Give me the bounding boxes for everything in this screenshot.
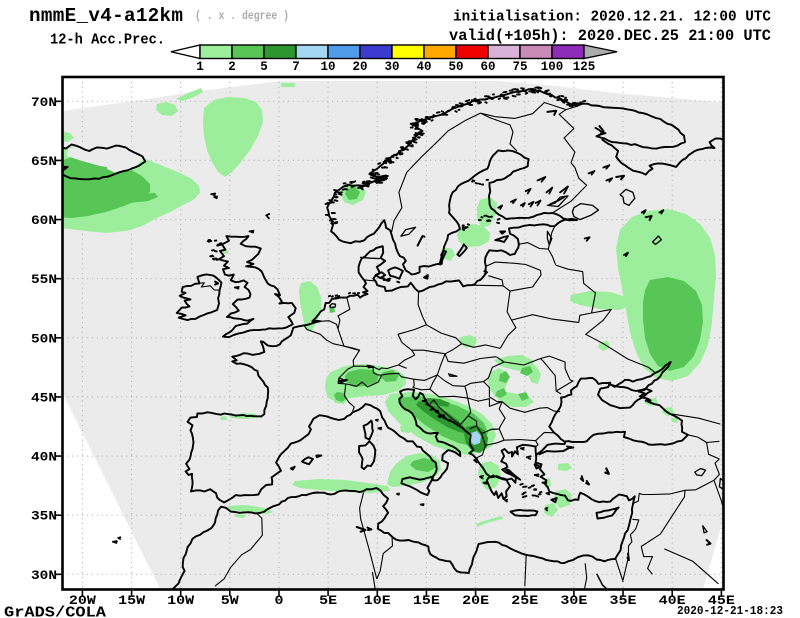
svg-text:10: 10 [320,60,335,74]
svg-text:10W: 10W [167,594,195,608]
svg-text:5E: 5E [319,594,337,608]
svg-text:30E: 30E [560,594,587,608]
svg-text:70N: 70N [31,95,57,110]
svg-text:40N: 40N [31,450,57,465]
svg-text:35N: 35N [31,509,57,524]
svg-text:60: 60 [480,60,495,74]
svg-text:125: 125 [573,60,596,74]
svg-text:7: 7 [292,60,300,74]
svg-text:12-h Acc.Prec.: 12-h Acc.Prec. [50,33,165,49]
svg-text:30N: 30N [31,568,57,583]
svg-text:( . x . degree ): ( . x . degree ) [195,9,289,23]
svg-text:0: 0 [275,594,284,608]
svg-text:10E: 10E [364,594,391,608]
svg-text:55N: 55N [31,272,57,287]
svg-text:5W: 5W [221,594,240,608]
svg-text:40E: 40E [659,594,686,608]
svg-text:45N: 45N [31,390,57,405]
svg-text:20E: 20E [462,594,489,608]
svg-text:30: 30 [384,60,399,74]
svg-text:2020-12-21-18:23: 2020-12-21-18:23 [677,604,783,618]
svg-text:75: 75 [512,60,527,74]
svg-text:40: 40 [416,60,431,74]
svg-text:valid(+105h): 2020.DEC.25 21:0: valid(+105h): 2020.DEC.25 21:00 UTC [449,27,771,45]
svg-text:5: 5 [260,60,268,74]
svg-text:15E: 15E [413,594,440,608]
svg-text:15W: 15W [118,594,146,608]
svg-text:GrADS/COLA: GrADS/COLA [4,605,106,618]
svg-text:60N: 60N [31,213,57,228]
svg-text:50: 50 [448,60,463,74]
svg-text:initialisation: 2020.12.21. 1: initialisation: 2020.12.21. 12:00 UTC [453,9,771,26]
svg-text:20W: 20W [69,594,97,608]
svg-text:65N: 65N [31,154,57,169]
svg-text:nmmE_v4-a12km: nmmE_v4-a12km [29,5,183,27]
svg-text:20: 20 [352,60,367,74]
svg-text:2: 2 [228,60,236,74]
svg-text:45E: 45E [708,594,735,608]
svg-text:100: 100 [541,60,564,74]
svg-text:25E: 25E [511,594,538,608]
svg-text:35E: 35E [610,594,637,608]
svg-text:1: 1 [196,60,204,74]
svg-text:50N: 50N [31,331,57,346]
